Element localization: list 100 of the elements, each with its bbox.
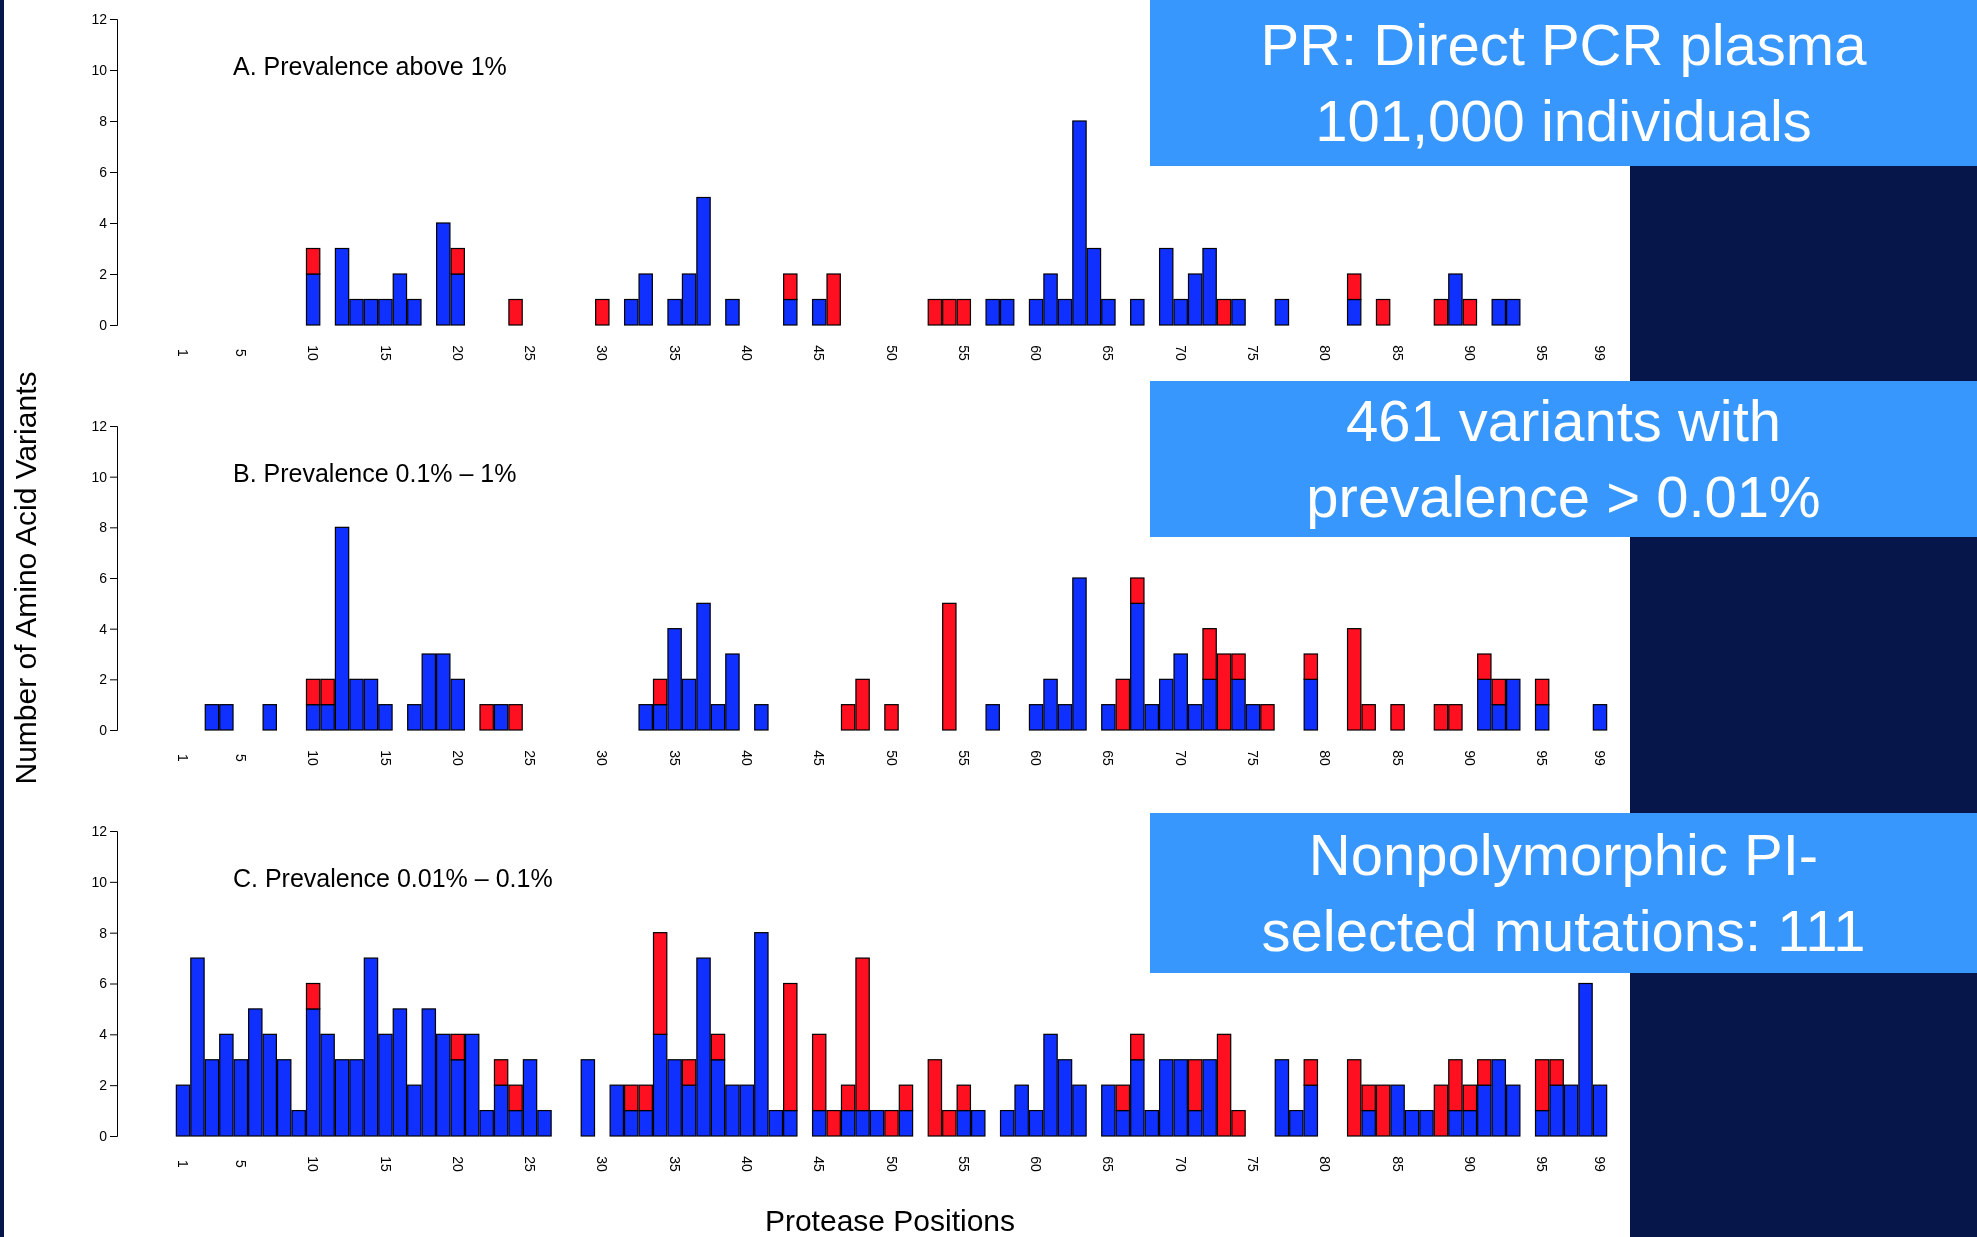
x-tick-label: 50: [883, 345, 900, 361]
x-tick-label: 25: [522, 1156, 539, 1172]
bar: [1390, 704, 1405, 731]
x-tick-label: 25: [522, 750, 539, 766]
y-tick-label: 10: [91, 873, 108, 890]
x-tick-label: 65: [1100, 1156, 1117, 1172]
y-tick-label: 2: [99, 265, 108, 282]
bar: [1375, 298, 1391, 326]
x-tick-label: 90: [1461, 750, 1478, 766]
y-tick-label: 6: [99, 163, 108, 180]
annotation: Nonpolymorphic PI-selected mutations: 111: [1150, 813, 1977, 973]
x-tick-label: 75: [1245, 750, 1262, 766]
x-tick-label: 30: [594, 750, 611, 766]
x-tick-label: 20: [449, 1156, 466, 1172]
x-tick-label: 80: [1317, 345, 1334, 361]
y-tick-label: 10: [91, 61, 108, 78]
annotation: PR: Direct PCR plasma 101,000 individuals: [1150, 0, 1977, 166]
x-tick-label: 95: [1534, 1156, 1551, 1172]
x-tick-label: 55: [955, 1156, 972, 1172]
x-tick-label: 90: [1461, 1156, 1478, 1172]
x-tick-label: 60: [1028, 750, 1045, 766]
x-tick-label: 15: [377, 1156, 394, 1172]
x-tick-label: 50: [883, 750, 900, 766]
x-tick-label: 5: [232, 1160, 249, 1169]
x-tick-label: 25: [522, 345, 539, 361]
text: B. Prevalence 0.1% – 1%: [233, 459, 517, 487]
x-tick-label: 60: [1028, 345, 1045, 361]
x-tick-label: 50: [883, 1156, 900, 1172]
bar: [985, 704, 1000, 731]
x-tick-label: 99: [1592, 750, 1609, 766]
x-tick-label: 1: [175, 754, 192, 763]
y-tick-label: 4: [99, 214, 108, 231]
x-tick-label: 45: [811, 1156, 828, 1172]
bar: [508, 298, 523, 326]
x-tick-label: 1: [175, 1160, 192, 1169]
y-tick-label: 8: [99, 924, 108, 941]
x-tick-label: 55: [955, 750, 972, 766]
y-tick-label: 0: [99, 1127, 108, 1144]
x-tick-label: 45: [811, 345, 828, 361]
x-tick-label: 60: [1028, 1156, 1045, 1172]
x-tick-label: 30: [594, 1156, 611, 1172]
bar: [754, 704, 769, 731]
bar: [884, 704, 899, 731]
y-tick-label: 8: [99, 519, 108, 536]
y-tick-label: 0: [99, 721, 108, 738]
bar: [942, 602, 957, 731]
y-tick-label: 4: [99, 1026, 108, 1043]
y-tick-label: 12: [91, 822, 108, 839]
x-tick-label: 10: [305, 345, 322, 361]
bar: [725, 298, 740, 326]
text: C. Prevalence 0.01% – 0.1%: [233, 864, 553, 892]
y-tick-label: 2: [99, 1077, 108, 1094]
bar: [1592, 704, 1608, 731]
x-tick-label: 99: [1592, 345, 1609, 361]
x-tick-label: 75: [1245, 345, 1262, 361]
x-tick-label: 35: [666, 750, 683, 766]
x-tick-label: 70: [1172, 1156, 1189, 1172]
x-axis-title: Protease Positions: [764, 1204, 1016, 1237]
x-tick-label: 75: [1245, 1156, 1262, 1172]
x-tick-label: 10: [305, 750, 322, 766]
x-tick-label: 90: [1461, 345, 1478, 361]
x-tick-label: 70: [1172, 345, 1189, 361]
y-tick-label: 8: [99, 112, 108, 129]
x-tick-label: 35: [666, 1156, 683, 1172]
x-tick-label: 10: [305, 1156, 322, 1172]
y-tick-label: 12: [91, 417, 108, 434]
bar: [580, 1059, 596, 1137]
annotation: 461 variants with prevalence > 0.01%: [1150, 381, 1977, 537]
x-tick-label: 70: [1172, 750, 1189, 766]
y-tick-label: 6: [99, 975, 108, 992]
y-tick-label: 2: [99, 671, 108, 688]
bar: [1130, 298, 1145, 326]
y-tick-label: 6: [99, 569, 108, 586]
x-tick-label: 80: [1317, 750, 1334, 766]
y-tick-label: 4: [99, 620, 108, 637]
y-tick-label: 0: [99, 316, 108, 333]
x-tick-label: 30: [594, 345, 611, 361]
x-tick-label: 1: [175, 349, 192, 358]
y-tick-label: 10: [91, 468, 108, 485]
x-tick-label: 99: [1592, 1156, 1609, 1172]
x-tick-label: 5: [232, 754, 249, 763]
y-axis-title: Number of Amino Acid Variants: [9, 371, 42, 785]
y-tick-label: 12: [91, 10, 108, 27]
x-tick-label: 20: [449, 750, 466, 766]
x-tick-label: 85: [1389, 750, 1406, 766]
x-tick-label: 55: [955, 345, 972, 361]
bar: [262, 704, 278, 731]
x-tick-label: 65: [1100, 750, 1117, 766]
x-tick-label: 45: [811, 750, 828, 766]
x-tick-label: 20: [449, 345, 466, 361]
x-tick-label: 65: [1100, 345, 1117, 361]
x-tick-label: 40: [739, 1156, 756, 1172]
x-tick-label: 95: [1534, 750, 1551, 766]
x-tick-label: 85: [1389, 1156, 1406, 1172]
bar: [1274, 298, 1290, 326]
x-tick-label: 15: [377, 345, 394, 361]
x-tick-label: 85: [1389, 345, 1406, 361]
x-tick-label: 40: [739, 345, 756, 361]
bar: [595, 298, 610, 326]
x-tick-label: 35: [666, 345, 683, 361]
